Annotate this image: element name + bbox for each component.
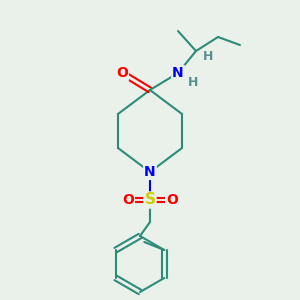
Text: H: H (203, 50, 213, 64)
Text: N: N (172, 66, 184, 80)
Text: O: O (122, 193, 134, 207)
Text: O: O (116, 66, 128, 80)
Text: S: S (145, 193, 155, 208)
Text: H: H (188, 76, 198, 89)
Text: N: N (144, 165, 156, 179)
Text: O: O (166, 193, 178, 207)
